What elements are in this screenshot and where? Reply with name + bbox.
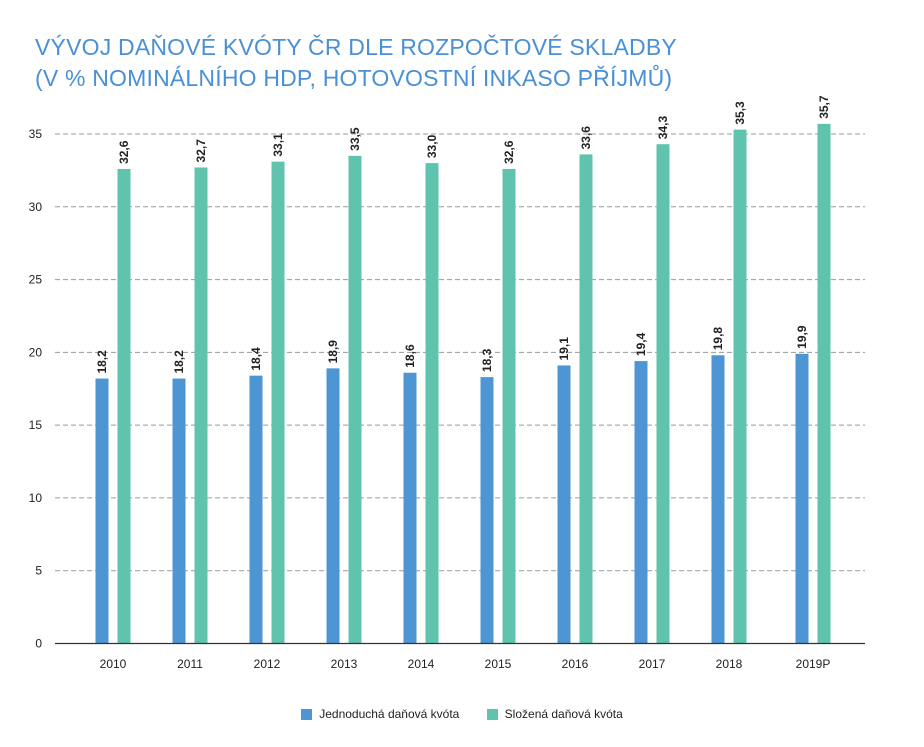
legend-swatch-slozena — [486, 708, 498, 720]
data-labels-layer: 18,2 32,6 18,2 32,7 18,4 33,1 18,9 33,5 18,6 33,0… — [95, 95, 831, 373]
data-label-jednoducha: 19,9 — [795, 325, 809, 349]
x-tick-label: 2012 — [254, 657, 281, 671]
data-label-slozena: 33,5 — [348, 127, 362, 151]
data-label-slozena: 35,3 — [733, 101, 747, 125]
data-label-jednoducha: 19,8 — [711, 327, 725, 351]
bar-slozena — [271, 161, 285, 644]
x-tick-label: 2014 — [408, 657, 435, 671]
bar-slozena — [194, 167, 208, 644]
data-label-jednoducha: 18,6 — [403, 344, 417, 368]
legend-label-jednoducha: Jednoduchá daňová kvóta — [319, 707, 460, 721]
data-label-slozena: 33,1 — [271, 133, 285, 157]
x-tick-label: 2019P — [796, 657, 831, 671]
bars-layer — [95, 123, 831, 644]
chart-title-line-2: (V % NOMINÁLNÍHO HDP, HOTOVOSTNÍ INKASO … — [35, 65, 673, 91]
data-label-slozena: 33,0 — [425, 134, 439, 158]
legend-item-slozena: Složená daňová kvóta — [486, 707, 623, 721]
bar-slozena — [502, 168, 516, 644]
data-label-jednoducha: 18,2 — [172, 350, 186, 374]
legend-label-slozena: Složená daňová kvóta — [504, 707, 623, 721]
bar-slozena — [348, 155, 362, 644]
data-label-slozena: 32,6 — [502, 140, 516, 164]
bar-slozena — [817, 123, 831, 644]
x-tick-label: 2017 — [639, 657, 666, 671]
bar-slozena — [656, 144, 670, 644]
bar-jednoducha — [326, 368, 340, 644]
bar-jednoducha — [95, 378, 109, 644]
y-tick-label: 25 — [29, 273, 43, 287]
data-label-jednoducha: 19,1 — [557, 337, 571, 361]
data-label-slozena: 33,6 — [579, 126, 593, 150]
x-tick-label: 2011 — [177, 657, 203, 671]
x-tick-label: 2010 — [100, 657, 127, 671]
x-tick-label: 2015 — [485, 657, 512, 671]
legend-swatch-jednoducha — [301, 708, 313, 720]
bar-jednoducha — [711, 355, 725, 644]
y-tick-label: 20 — [29, 345, 43, 359]
bar-jednoducha — [795, 353, 809, 644]
y-tick-label: 15 — [29, 418, 43, 432]
bar-jednoducha — [480, 377, 494, 644]
y-tick-label: 35 — [29, 127, 43, 141]
y-tick-label: 10 — [29, 491, 43, 505]
legend: Jednoduchá daňová kvóta Složená daňová k… — [0, 707, 924, 723]
bar-jednoducha — [172, 378, 186, 644]
data-label-jednoducha: 18,2 — [95, 350, 109, 374]
y-tick-label: 0 — [35, 637, 42, 651]
chart-title-line-1: VÝVOJ DAŇOVÉ KVÓTY ČR DLE ROZPOČTOVÉ SKL… — [35, 34, 677, 60]
bar-jednoducha — [403, 372, 417, 644]
bar-chart: 18,2 32,6 18,2 32,7 18,4 33,1 18,9 33,5 18,6 33,0… — [29, 95, 865, 671]
data-label-slozena: 35,7 — [817, 95, 831, 119]
data-label-jednoducha: 18,9 — [326, 340, 340, 364]
data-label-slozena: 32,7 — [194, 139, 208, 163]
bar-jednoducha — [557, 365, 571, 644]
grid-layer — [55, 133, 865, 572]
y-tick-label: 5 — [35, 564, 42, 578]
bar-jednoducha — [249, 375, 263, 644]
data-label-slozena: 34,3 — [656, 116, 670, 140]
bar-slozena — [733, 129, 747, 644]
data-label-slozena: 32,6 — [117, 140, 131, 164]
bar-slozena — [579, 154, 593, 644]
bar-jednoducha — [634, 361, 648, 644]
data-label-jednoducha: 19,4 — [634, 332, 648, 356]
x-tick-label: 2016 — [562, 657, 589, 671]
bar-slozena — [117, 168, 131, 644]
chart-title: VÝVOJ DAŇOVÉ KVÓTY ČR DLE ROZPOČTOVÉ SKL… — [35, 32, 677, 94]
data-label-jednoducha: 18,4 — [249, 347, 263, 371]
bar-slozena — [425, 163, 439, 644]
x-tick-label: 2018 — [716, 657, 743, 671]
x-tick-label: 2013 — [331, 657, 358, 671]
data-label-jednoducha: 18,3 — [480, 348, 494, 372]
y-tick-label: 30 — [29, 200, 43, 214]
legend-item-jednoducha: Jednoduchá daňová kvóta — [301, 707, 459, 721]
axis-layer: 0 5 10 15 20 25 30 35 2010 2011 2012 2013 2014 2015 20… — [29, 127, 865, 671]
